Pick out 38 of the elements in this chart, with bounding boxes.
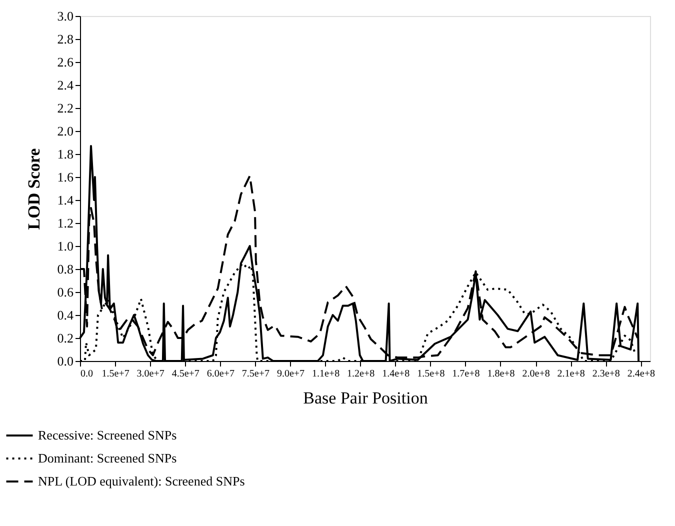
x-tick-label: 1.4e+8 xyxy=(382,368,410,380)
y-tick-label: 3.0 xyxy=(57,8,74,24)
x-tick-label: 2.1e+8 xyxy=(557,368,585,380)
legend-label: Dominant: Screened SNPs xyxy=(38,450,177,466)
x-tick-label: 1.7e+8 xyxy=(452,368,480,380)
y-tick-label: 1.4 xyxy=(57,192,74,208)
y-tick-label: 2.0 xyxy=(57,124,74,138)
x-tick-label: 1.5e+7 xyxy=(102,368,130,380)
y-tick-label: 0.8 xyxy=(57,262,74,276)
x-axis-title: Base Pair Position xyxy=(303,388,428,408)
x-tick-label: 2.3e+8 xyxy=(592,368,620,380)
legend-label: NPL (LOD equivalent): Screened SNPs xyxy=(38,474,245,488)
y-tick-label: 2.8 xyxy=(57,32,74,46)
x-tick-label: 1.8e+8 xyxy=(487,368,515,380)
x-tick-label: 1.5e+8 xyxy=(417,368,445,380)
y-tick-label: 0.2 xyxy=(57,330,74,346)
x-tick-label: 1.2e+8 xyxy=(347,368,375,380)
x-tick-label: 1.1e+8 xyxy=(312,368,340,380)
y-tick-label: 1.0 xyxy=(57,238,74,254)
x-tick-label: 7.5e+7 xyxy=(242,368,270,380)
x-tick-label: 0.0 xyxy=(80,368,93,380)
y-tick-label: 2.2 xyxy=(57,100,74,116)
legend-label: Recessive: Screened SNPs xyxy=(38,428,177,442)
y-tick-label: 0.4 xyxy=(57,308,74,322)
y-tick-label: 1.8 xyxy=(57,146,74,162)
x-tick-label: 2.0e+8 xyxy=(522,368,550,380)
x-tick-label: 3.0e+7 xyxy=(136,368,164,380)
y-tick-label: 1.6 xyxy=(57,170,74,184)
x-tick-label: 4.5e+7 xyxy=(172,368,200,380)
x-tick-label: 9.0e+7 xyxy=(276,368,305,380)
y-tick-label: 0.0 xyxy=(57,354,74,368)
y-tick-label: 0.6 xyxy=(57,284,74,300)
y-tick-label: 2.4 xyxy=(57,78,74,92)
y-tick-label: 2.6 xyxy=(57,54,74,70)
x-tick-label: 6.0e+7 xyxy=(206,368,234,380)
x-tick-label: 2.4e+8 xyxy=(627,368,655,380)
y-axis-title: LOD Score xyxy=(24,148,44,230)
y-tick-label: 1.2 xyxy=(57,216,74,230)
